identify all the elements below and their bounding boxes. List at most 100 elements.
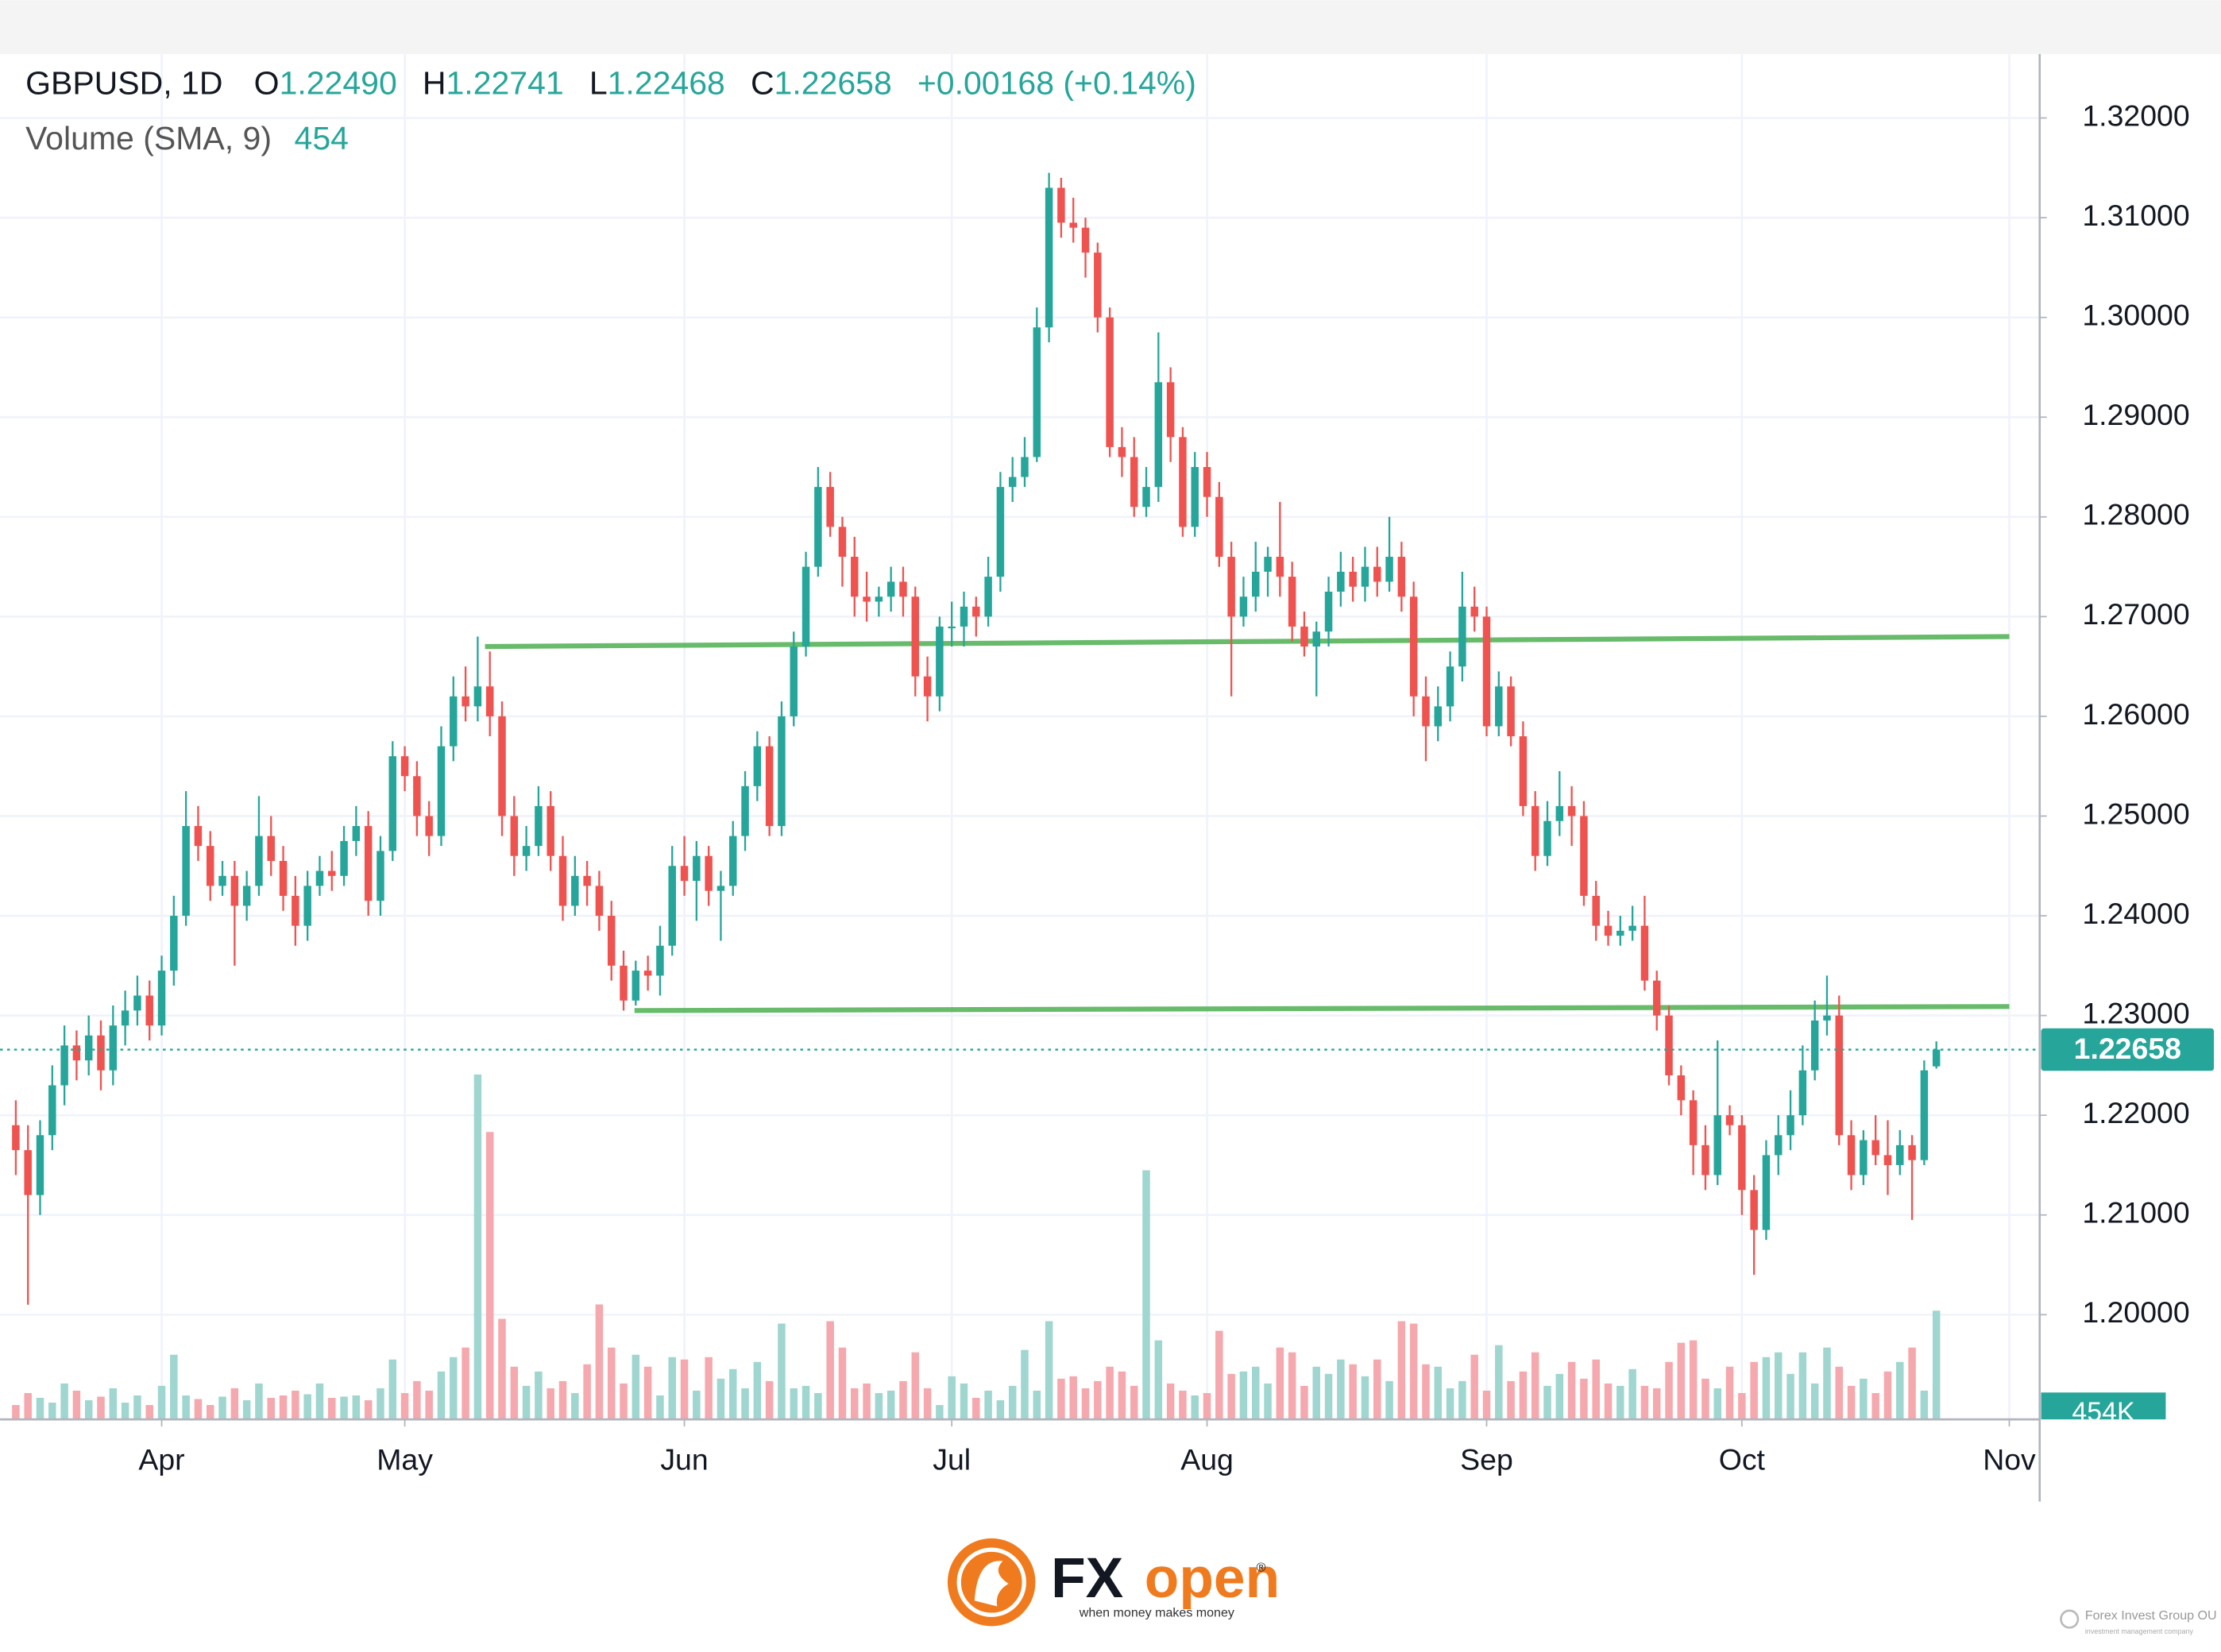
candle-body	[607, 916, 616, 966]
volume-bar	[656, 1395, 664, 1420]
volume-bar	[620, 1383, 628, 1420]
volume-bar	[1361, 1376, 1369, 1420]
volume-bar	[558, 1380, 567, 1420]
volume-bar	[1519, 1371, 1528, 1420]
candle-body	[12, 1125, 20, 1151]
volume-bar	[595, 1304, 604, 1420]
volume-bar	[1324, 1373, 1333, 1420]
candle-body	[1045, 187, 1053, 328]
volume-bar	[1300, 1385, 1308, 1420]
candle-body	[1154, 382, 1163, 488]
volume-bar	[668, 1357, 676, 1420]
volume-bar	[425, 1390, 433, 1420]
volume-bar	[267, 1398, 275, 1420]
legend-value: 1.22490	[280, 64, 397, 101]
top-band	[0, 0, 2221, 55]
volume-bar	[292, 1390, 299, 1420]
legend-label: C	[751, 64, 774, 101]
volume-bar	[753, 1361, 762, 1420]
volume-bar	[1835, 1366, 1844, 1420]
candle-body	[1203, 467, 1211, 497]
candle-body	[1810, 1020, 1819, 1071]
candle-body	[473, 686, 482, 707]
y-tick-label: 1.25000	[2082, 797, 2189, 830]
volume-bar	[996, 1400, 1005, 1420]
volume-bar	[1434, 1366, 1443, 1420]
volume-name: Volume (SMA, 9)	[25, 120, 272, 156]
legend-items: O1.22490 H1.22741 L1.22468 C1.22658 +0.00168…	[254, 64, 1196, 101]
candle-body	[547, 805, 554, 856]
volume-bar	[230, 1388, 239, 1420]
candle-body	[1033, 327, 1041, 457]
volume-bar	[473, 1074, 482, 1420]
volume-bar	[1628, 1368, 1636, 1420]
volume-bar	[60, 1383, 68, 1420]
candle-body	[328, 870, 336, 876]
y-tick-label: 1.22000	[2082, 1096, 2189, 1129]
volume-bar	[450, 1357, 458, 1420]
brand-open: open	[1145, 1546, 1280, 1610]
candle-body	[1798, 1070, 1807, 1116]
legend-value: 1.22468	[608, 64, 725, 101]
candle-body	[1373, 566, 1381, 582]
volume-bar	[1567, 1361, 1576, 1420]
volume-bar	[194, 1399, 203, 1420]
candle-body	[364, 826, 373, 901]
volume-bar	[1798, 1352, 1807, 1420]
logo-ring	[956, 1547, 1026, 1617]
candle-body	[1337, 571, 1345, 592]
x-tick-label: Sep	[1460, 1443, 1513, 1476]
candle-body	[1349, 571, 1357, 587]
volume-bar	[1385, 1380, 1393, 1420]
candle-body	[1738, 1125, 1746, 1191]
candle-body	[255, 836, 263, 886]
volume-bar	[1179, 1390, 1187, 1420]
volume-bar	[485, 1132, 494, 1420]
y-tick-label: 1.24000	[2082, 897, 2189, 930]
candle-body	[620, 965, 628, 1001]
candle-body	[1227, 557, 1235, 617]
candle-body	[315, 870, 324, 886]
candle-body	[1713, 1115, 1721, 1175]
candle-body	[1725, 1115, 1734, 1125]
candle-body	[632, 971, 640, 1001]
candle-body	[1665, 1015, 1673, 1075]
candle-body	[571, 875, 579, 906]
legend-change: +0.00168 (+0.14%)	[917, 64, 1196, 101]
volume-bar	[1373, 1359, 1381, 1420]
axes-layer: 1.20000 1.21000 1.22000 1.23000 1.24000 1.250…	[0, 54, 2215, 1502]
volume-bar	[1738, 1392, 1746, 1420]
volume-bar	[1810, 1383, 1819, 1420]
volume-bar	[1118, 1371, 1126, 1420]
logo-emblem	[974, 1561, 1009, 1607]
company-icon	[2060, 1609, 2080, 1629]
volume-bar	[960, 1383, 968, 1420]
candle-body	[377, 851, 384, 901]
volume-bar	[242, 1400, 251, 1420]
candle-body	[242, 886, 251, 906]
candle-body	[595, 886, 604, 917]
candle-body	[1775, 1135, 1783, 1156]
volume-bar	[1665, 1361, 1673, 1420]
candle-body	[1422, 696, 1430, 727]
candle-body	[1470, 606, 1478, 617]
volume-bar	[1094, 1380, 1102, 1420]
candle-body	[510, 816, 519, 856]
candle-body	[1920, 1070, 1929, 1160]
candle-body	[182, 826, 190, 917]
volume-bar	[413, 1380, 421, 1420]
volume-bar	[1154, 1340, 1163, 1420]
volume-bar	[462, 1347, 469, 1420]
candle-body	[851, 557, 859, 597]
volume-bar	[863, 1383, 871, 1420]
candle-body	[643, 971, 652, 976]
volume-bar	[680, 1359, 689, 1420]
volume-axis-label: 454K	[2041, 1392, 2166, 1420]
volume-bar	[170, 1354, 178, 1420]
volume-bar	[778, 1323, 786, 1420]
candle-body	[352, 826, 361, 841]
volume-bar	[693, 1390, 701, 1420]
volume-bar	[1604, 1383, 1613, 1420]
volume-bar	[400, 1392, 409, 1420]
y-tick-label: 1.27000	[2082, 597, 2189, 631]
